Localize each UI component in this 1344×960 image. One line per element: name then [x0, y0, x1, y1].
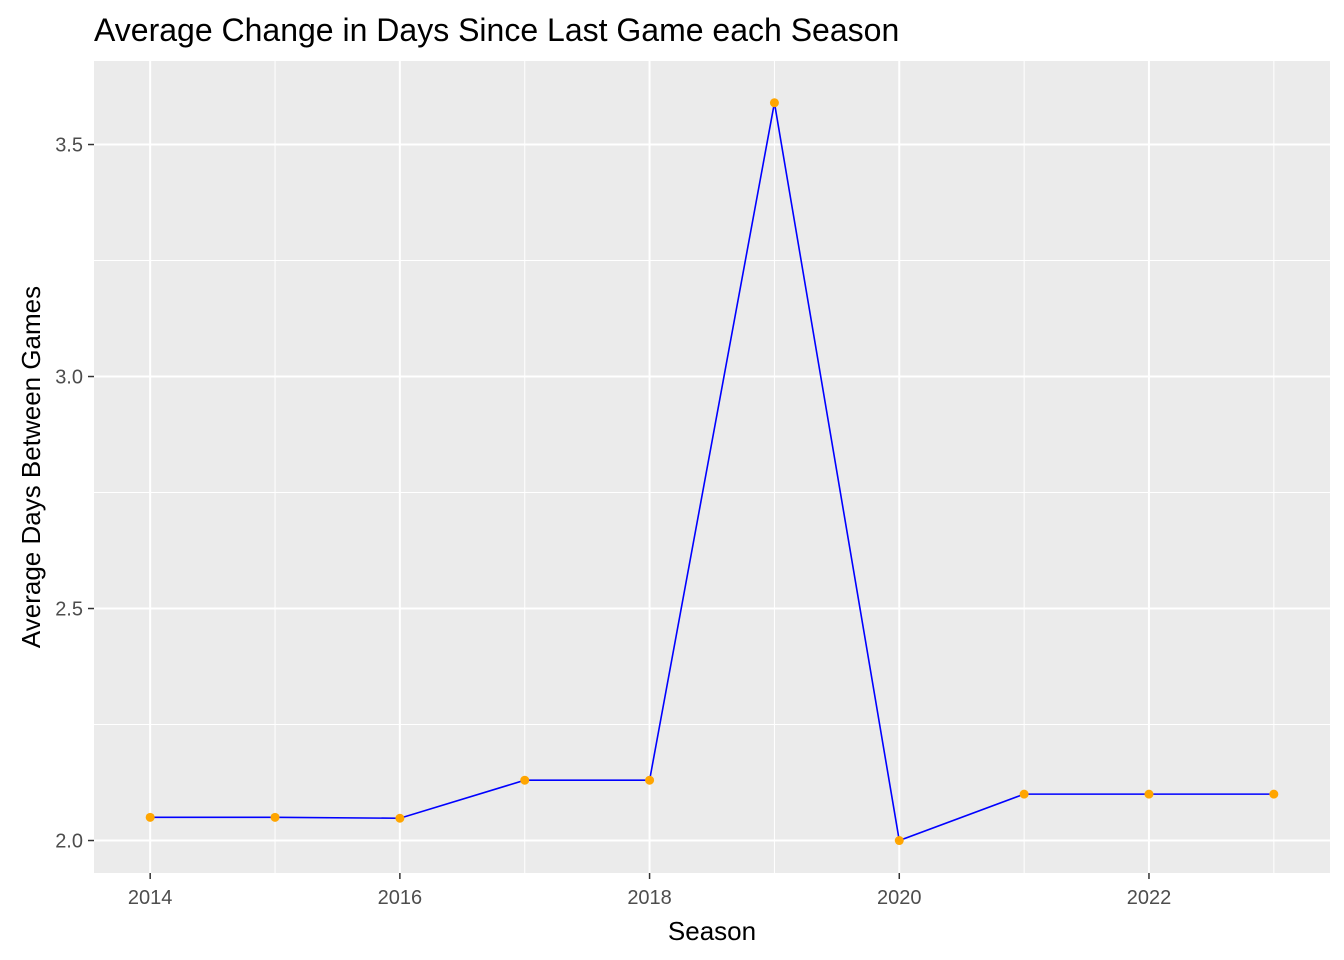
x-axis-title: Season — [668, 916, 756, 946]
y-axis-ticks: 2.0 2.5 3.0 3.5 — [55, 135, 94, 853]
x-tick-label: 2020 — [877, 887, 922, 909]
minor-gridlines — [94, 61, 1330, 873]
data-point — [270, 812, 280, 822]
data-point — [894, 836, 904, 846]
data-point — [645, 775, 655, 785]
data-point — [1144, 789, 1154, 799]
series-line — [150, 102, 1274, 842]
y-axis-title: Average Days Between Games — [16, 286, 46, 648]
major-gridlines — [94, 61, 1330, 873]
y-tick-label: 3.0 — [55, 367, 83, 389]
y-tick-label: 2.5 — [55, 599, 83, 621]
data-point — [145, 812, 155, 822]
data-point — [769, 98, 779, 108]
series-lines — [150, 102, 1274, 842]
y-tick-label: 3.5 — [55, 135, 83, 157]
chart-title: Average Change in Days Since Last Game e… — [94, 12, 899, 48]
x-tick-label: 2014 — [128, 887, 173, 909]
plot-panel — [94, 61, 1330, 873]
data-points — [145, 98, 1279, 846]
y-tick-label: 2.0 — [55, 831, 83, 853]
data-point — [1269, 789, 1279, 799]
x-axis-ticks: 2014 2016 2018 2020 2022 — [128, 873, 1171, 909]
x-tick-label: 2018 — [627, 887, 672, 909]
data-point — [520, 775, 530, 785]
data-point — [1019, 789, 1029, 799]
x-tick-label: 2022 — [1127, 887, 1172, 909]
data-point — [395, 813, 405, 823]
x-tick-label: 2016 — [378, 887, 423, 909]
